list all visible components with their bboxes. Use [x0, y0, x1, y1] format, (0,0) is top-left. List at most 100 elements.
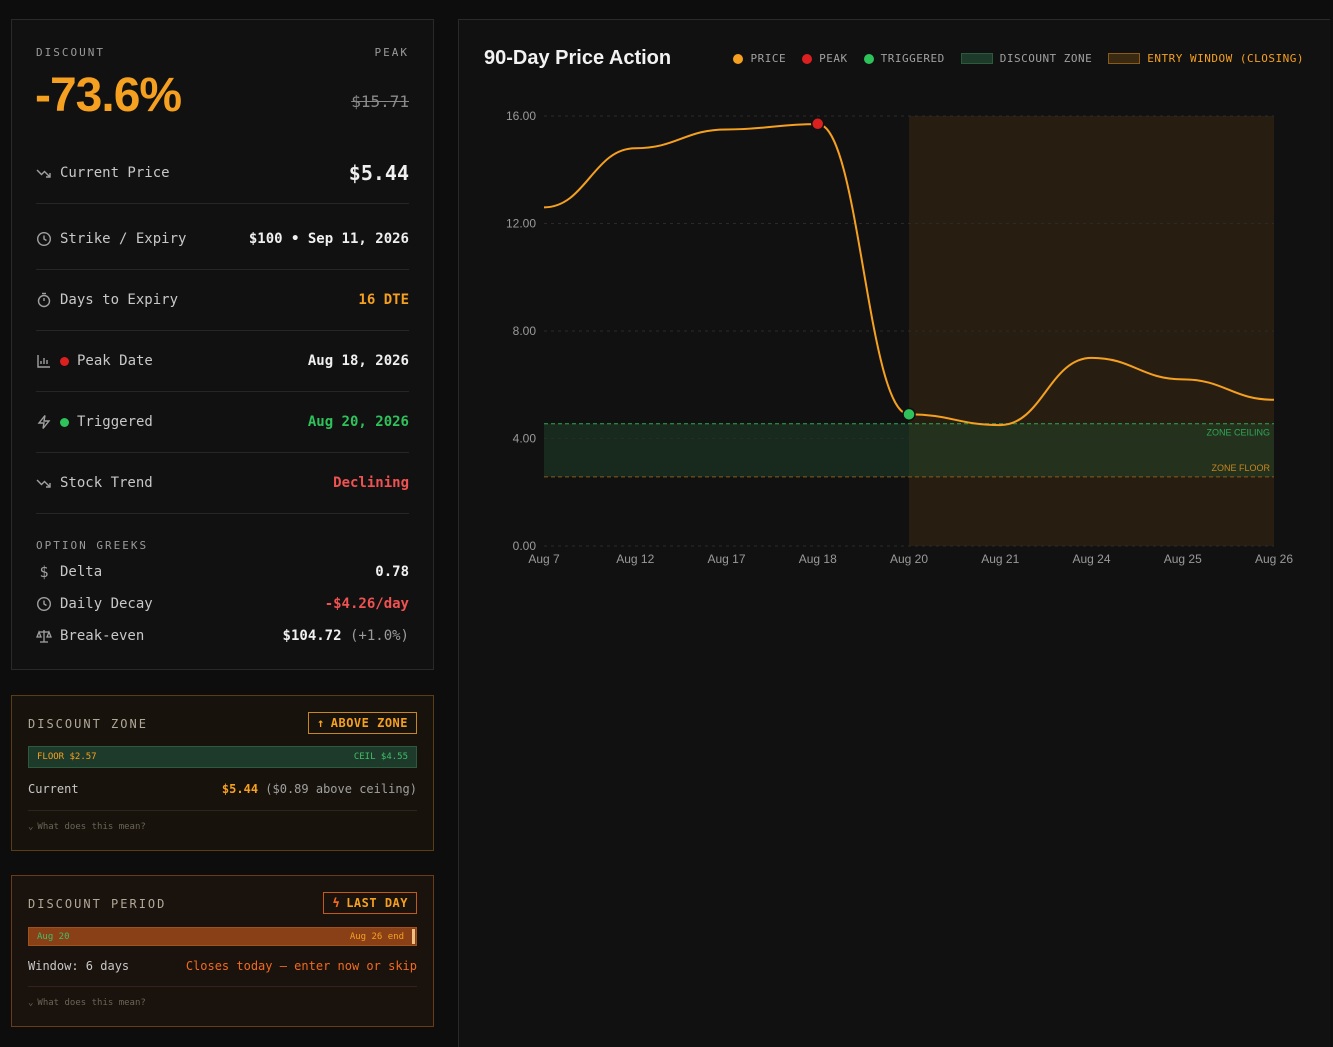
above-zone-badge: ↑ ABOVE ZONE	[308, 712, 417, 734]
legend-label: TRIGGERED	[880, 52, 945, 65]
zone-floor-label: FLOOR $2.57	[37, 752, 97, 762]
arrow-up-icon: ↑	[317, 716, 325, 730]
trend-down-icon	[36, 475, 52, 491]
chart-legend: PRICE PEAK TRIGGERED DISCOUNT ZONE ENTRY…	[733, 52, 1304, 65]
triggered-dot-icon	[60, 417, 69, 427]
chevron-down-icon: ⌄	[28, 998, 34, 1008]
strike-expiry-value: $100 • Sep 11, 2026	[248, 231, 409, 247]
chart-title: 90-Day Price Action	[484, 47, 672, 69]
lightning-icon	[36, 414, 52, 430]
help-toggle[interactable]: ⌄ What does this mean?	[28, 822, 146, 832]
legend-label: DISCOUNT ZONE	[999, 52, 1093, 65]
legend-dot-icon	[733, 53, 744, 64]
peak-dot-icon	[60, 356, 69, 366]
x-tick-label: Aug 12	[616, 552, 654, 566]
current-row: Current $5.44 ($0.89 above ceiling)	[28, 782, 417, 796]
discount-zone-card: DISCOUNT ZONE ↑ ABOVE ZONE FLOOR $2.57 C…	[11, 695, 434, 851]
x-tick-label: Aug 21	[981, 552, 1019, 566]
dollar-icon: $	[39, 563, 49, 581]
window-row: Window: 6 days Closes today — enter now …	[28, 959, 417, 973]
y-tick-label: 8.00	[513, 324, 537, 338]
greek-label: Break-even	[60, 628, 145, 644]
price-line	[543, 123, 1275, 427]
clock-icon	[36, 596, 52, 612]
legend-label: ENTRY WINDOW (CLOSING)	[1147, 52, 1304, 65]
clock-icon	[36, 231, 52, 247]
greek-label: Daily Decay	[60, 596, 153, 612]
x-tick-label: Aug 18	[799, 552, 837, 566]
badge-label: LAST DAY	[346, 896, 408, 910]
x-tick-label: Aug 7	[528, 552, 560, 566]
y-tick-label: 0.00	[513, 539, 537, 553]
legend-item-discount-zone: DISCOUNT ZONE	[960, 52, 1093, 65]
discount-label: DISCOUNT	[36, 46, 105, 59]
lightning-icon: ϟ	[332, 896, 341, 910]
period-start-label: Aug 20	[37, 931, 70, 942]
bar-chart-icon	[36, 353, 52, 369]
row-label: Triggered	[77, 414, 153, 430]
divider	[28, 986, 417, 987]
timer-icon	[36, 292, 52, 308]
legend-dot-icon	[802, 53, 813, 64]
strike-expiry-row: Strike / Expiry $100 • Sep 11, 2026	[36, 209, 409, 270]
help-label: What does this mean?	[37, 822, 146, 832]
zone-floor-label: ZONE FLOOR	[1211, 463, 1270, 473]
trend-down-icon	[36, 165, 52, 181]
days-to-expiry-row: Days to Expiry 16 DTE	[36, 270, 409, 331]
help-label: What does this mean?	[37, 998, 146, 1008]
legend-item-peak: PEAK	[802, 52, 848, 65]
x-tick-label: Aug 20	[890, 552, 928, 566]
chevron-down-icon: ⌄	[28, 822, 34, 832]
legend-item-price: PRICE	[733, 52, 786, 65]
triggered-row: Triggered Aug 20, 2026	[36, 392, 409, 453]
price-chart-card: 90-Day Price Action PRICE PEAK TRIGGERED…	[458, 19, 1330, 1047]
greek-note: (+1.0%)	[349, 628, 409, 644]
last-day-badge: ϟ LAST DAY	[323, 892, 417, 914]
peak-date-row: Peak Date Aug 18, 2026	[36, 331, 409, 392]
help-toggle[interactable]: ⌄ What does this mean?	[28, 998, 146, 1008]
legend-swatch-icon	[960, 53, 993, 64]
period-end-label: Aug 26 end	[349, 931, 404, 942]
greek-value: -$4.26/day	[324, 596, 409, 612]
legend-label: PRICE	[750, 52, 787, 65]
current-note: ($0.89 above ceiling)	[265, 782, 417, 796]
y-tick-label: 16.00	[506, 109, 536, 123]
discount-value: -73.6%	[35, 69, 182, 122]
discount-period-title: DISCOUNT PERIOD	[28, 897, 167, 911]
price-chart: 0.00 4.00 8.00 12.00 16.00 ZONE CEILING ZONE F…	[506, 109, 1293, 566]
zone-ceiling-label: ZONE CEILING	[1206, 428, 1270, 438]
current-price-value: $5.44	[348, 161, 409, 185]
badge-label: ABOVE ZONE	[330, 716, 408, 730]
days-to-expiry-value: 16 DTE	[358, 292, 409, 308]
row-label: Strike / Expiry	[60, 231, 187, 247]
greek-value: 0.78	[375, 564, 409, 580]
triggered-marker	[902, 407, 916, 422]
row-label: Days to Expiry	[60, 292, 179, 308]
current-price-row: Current Price $5.44	[36, 143, 409, 204]
period-end-marker	[412, 929, 415, 944]
stock-trend-row: Stock Trend Declining	[36, 453, 409, 514]
discount-zone-band	[544, 423, 1274, 477]
x-tick-label: Aug 17	[707, 552, 745, 566]
peak-value: $15.71	[351, 92, 409, 111]
discount-period-card: DISCOUNT PERIOD ϟ LAST DAY Aug 20 Aug 26…	[11, 875, 434, 1027]
legend-label: PEAK	[819, 52, 848, 65]
zone-ceil-label: CEIL $4.55	[353, 752, 408, 762]
scale-icon	[36, 628, 52, 644]
y-tick-label: 4.00	[513, 432, 537, 446]
row-label: Stock Trend	[60, 475, 153, 491]
current-value: $5.44	[221, 782, 259, 796]
row-label: Current Price	[60, 165, 170, 181]
greek-breakeven-row: Break-even $104.72 (+1.0%)	[36, 625, 409, 647]
y-tick-label: 12.00	[506, 217, 536, 231]
x-tick-label: Aug 26	[1255, 552, 1293, 566]
closes-text: Closes today — enter now or skip	[185, 959, 417, 973]
stock-trend-value: Declining	[333, 475, 409, 491]
x-tick-label: Aug 25	[1164, 552, 1202, 566]
x-tick-label: Aug 24	[1072, 552, 1110, 566]
greek-delta-row: $ Delta 0.78	[36, 561, 409, 583]
greek-decay-row: Daily Decay -$4.26/day	[36, 593, 409, 615]
greek-value: $104.72	[282, 628, 342, 644]
zone-range-bar: FLOOR $2.57 CEIL $4.55	[28, 746, 417, 768]
row-label: Peak Date	[77, 353, 153, 369]
